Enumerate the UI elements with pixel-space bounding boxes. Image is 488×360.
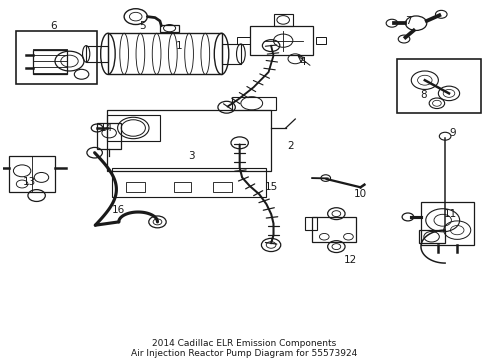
Bar xyxy=(97,123,121,149)
Bar xyxy=(213,183,232,192)
Text: 10: 10 xyxy=(353,189,366,199)
Bar xyxy=(273,14,292,26)
Bar xyxy=(232,97,275,110)
Text: 6: 6 xyxy=(50,21,57,31)
Bar xyxy=(126,183,145,192)
Bar xyxy=(174,183,191,192)
Bar xyxy=(237,37,250,44)
Bar xyxy=(396,59,480,113)
Bar xyxy=(315,37,325,44)
Text: 1: 1 xyxy=(176,41,182,51)
Text: 12: 12 xyxy=(344,255,357,265)
Bar xyxy=(106,115,160,141)
Text: 4: 4 xyxy=(299,57,305,67)
Bar xyxy=(418,230,444,243)
Text: 2014 Cadillac ELR Emission Components
Air Injection Reactor Pump Diagram for 555: 2014 Cadillac ELR Emission Components Ai… xyxy=(131,339,357,358)
Text: 9: 9 xyxy=(448,128,455,138)
Text: 8: 8 xyxy=(419,90,426,100)
Bar xyxy=(305,217,316,230)
Text: 15: 15 xyxy=(264,182,277,192)
Bar xyxy=(33,50,67,74)
Text: 11: 11 xyxy=(443,209,456,219)
Bar xyxy=(311,217,355,242)
Text: 16: 16 xyxy=(112,205,125,215)
Bar xyxy=(86,46,108,62)
Bar xyxy=(250,26,312,55)
Bar xyxy=(9,156,55,192)
Bar xyxy=(111,167,265,197)
Text: 7: 7 xyxy=(405,16,411,26)
Text: 3: 3 xyxy=(187,151,194,161)
Text: 5: 5 xyxy=(140,21,146,31)
Text: 14: 14 xyxy=(100,123,113,133)
Text: 2: 2 xyxy=(286,141,293,151)
Bar xyxy=(160,24,179,32)
Bar xyxy=(420,202,473,245)
Bar xyxy=(221,44,241,64)
Bar xyxy=(108,33,221,75)
Text: 13: 13 xyxy=(23,177,36,187)
Bar xyxy=(16,31,97,84)
Bar xyxy=(106,110,270,171)
